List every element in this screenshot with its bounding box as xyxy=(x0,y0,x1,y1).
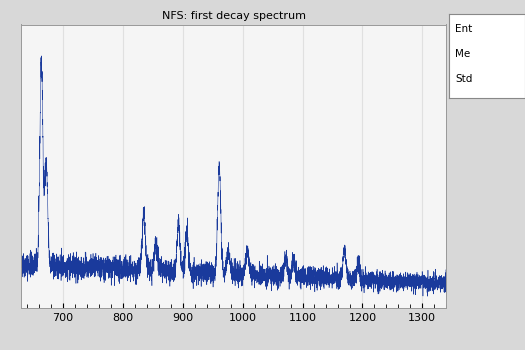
Text: Std: Std xyxy=(455,75,472,84)
Title: NFS: first decay spectrum: NFS: first decay spectrum xyxy=(162,11,306,21)
Text: Me: Me xyxy=(455,49,470,59)
Text: Ent: Ent xyxy=(455,24,472,34)
